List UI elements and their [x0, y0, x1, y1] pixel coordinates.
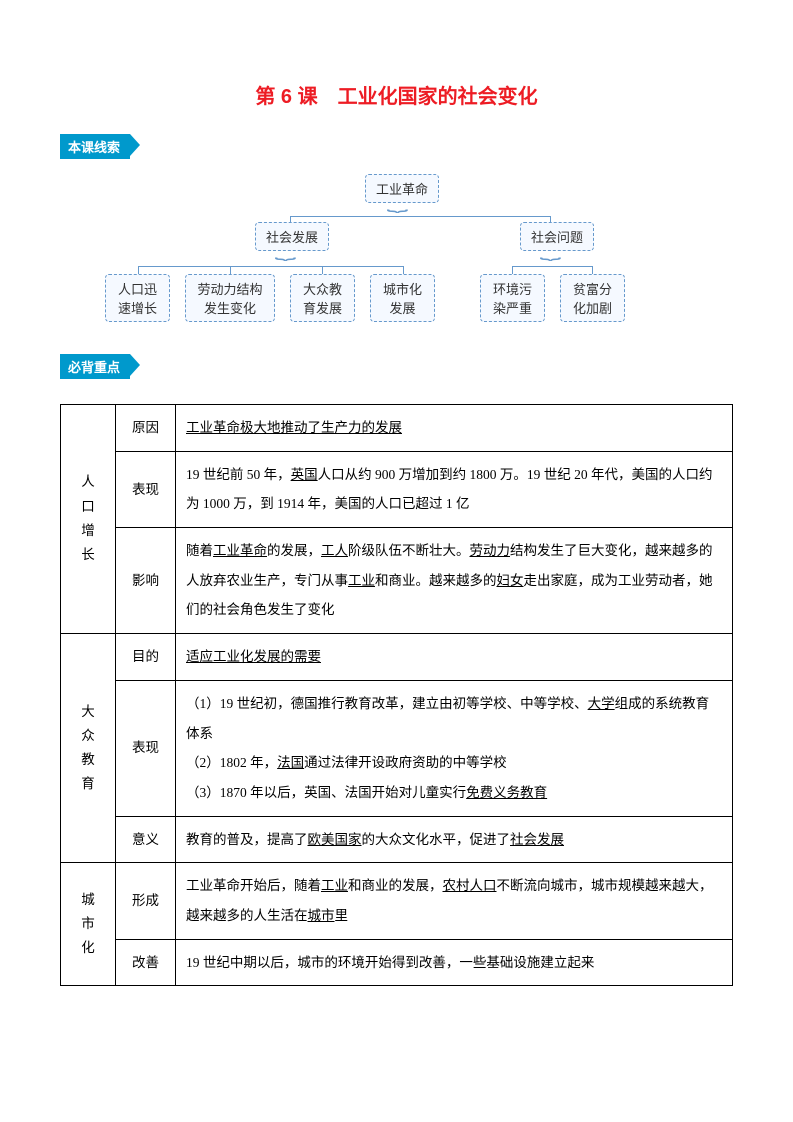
content-cell: （1）19 世纪初，德国推行教育改革，建立由初等学校、中等学校、大学组成的系统教…: [176, 680, 733, 816]
content-cell: 19 世纪前 50 年，英国人口从约 900 万增加到约 1800 万。19 世…: [176, 451, 733, 527]
diagram-leaf-2: 劳动力结构发生变化: [185, 274, 275, 322]
category-cell: 城市化: [61, 863, 116, 986]
table-row: 改善19 世纪中期以后，城市的环境开始得到改善，一些基础设施建立起来: [61, 939, 733, 986]
content-cell: 随着工业革命的发展，工人阶级队伍不断壮大。劳动力结构发生了巨大变化，越来越多的人…: [176, 528, 733, 634]
subcategory-cell: 原因: [116, 405, 176, 452]
subcategory-cell: 目的: [116, 634, 176, 681]
table-row: 意义教育的普及，提高了欧美国家的大众文化水平，促进了社会发展: [61, 816, 733, 863]
category-cell: 人口增长: [61, 405, 116, 634]
diagram-leaf-6: 贫富分化加剧: [560, 274, 625, 322]
concept-diagram: 工业革命 ⏟ 社会发展 社会问题 ⏟ ⏟ 人口迅速增长 劳动力结构发生变化 大众…: [60, 174, 733, 334]
content-cell: 适应工业化发展的需要: [176, 634, 733, 681]
table-row: 人口增长原因工业革命极大地推动了生产力的发展: [61, 405, 733, 452]
diagram-leaf-5: 环境污染严重: [480, 274, 545, 322]
content-cell: 19 世纪中期以后，城市的环境开始得到改善，一些基础设施建立起来: [176, 939, 733, 986]
table-row: 影响随着工业革命的发展，工人阶级队伍不断壮大。劳动力结构发生了巨大变化，越来越多…: [61, 528, 733, 634]
subcategory-cell: 表现: [116, 451, 176, 527]
category-cell: 大众教育: [61, 634, 116, 863]
keypoints-table: 人口增长原因工业革命极大地推动了生产力的发展表现19 世纪前 50 年，英国人口…: [60, 404, 733, 986]
table-row: 表现（1）19 世纪初，德国推行教育改革，建立由初等学校、中等学校、大学组成的系…: [61, 680, 733, 816]
page-title: 第 6 课 工业化国家的社会变化: [60, 80, 733, 109]
diagram-leaf-1: 人口迅速增长: [105, 274, 170, 322]
content-cell: 工业革命开始后，随着工业和商业的发展，农村人口不断流向城市，城市规模越来越大，越…: [176, 863, 733, 939]
subcategory-cell: 改善: [116, 939, 176, 986]
diagram-leaf-3: 大众教育发展: [290, 274, 355, 322]
subcategory-cell: 意义: [116, 816, 176, 863]
table-row: 表现19 世纪前 50 年，英国人口从约 900 万增加到约 1800 万。19…: [61, 451, 733, 527]
subcategory-cell: 影响: [116, 528, 176, 634]
diagram-leaf-4: 城市化发展: [370, 274, 435, 322]
subcategory-cell: 形成: [116, 863, 176, 939]
content-cell: 教育的普及，提高了欧美国家的大众文化水平，促进了社会发展: [176, 816, 733, 863]
table-row: 大众教育目的适应工业化发展的需要: [61, 634, 733, 681]
section-tag-outline: 本课线索: [60, 134, 130, 159]
subcategory-cell: 表现: [116, 680, 176, 816]
content-cell: 工业革命极大地推动了生产力的发展: [176, 405, 733, 452]
section-tag-keypoints: 必背重点: [60, 354, 130, 379]
table-row: 城市化形成工业革命开始后，随着工业和商业的发展，农村人口不断流向城市，城市规模越…: [61, 863, 733, 939]
